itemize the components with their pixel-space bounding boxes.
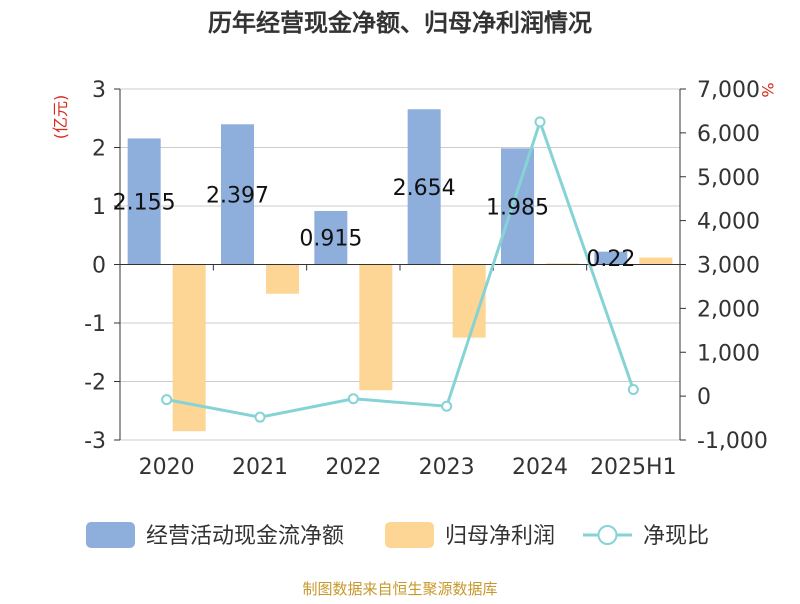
ratio-point xyxy=(254,411,266,423)
net-profit-bar xyxy=(266,264,299,294)
cash-flow-data-label: 0.22 xyxy=(586,247,635,272)
data-labels: 2.155 2.397 0.915 2.654 1.985 0.22 xyxy=(113,176,636,272)
left-tick-label: 0 xyxy=(92,254,106,279)
right-tick-label: 1,000 xyxy=(697,341,760,366)
cash-flow-bar xyxy=(407,109,441,265)
net-profit-bar xyxy=(546,263,579,265)
cash-flow-data-label: 2.155 xyxy=(113,190,176,215)
ratio-point xyxy=(441,400,453,412)
ratio-point xyxy=(161,394,173,406)
right-tick-label: 3,000 xyxy=(697,254,760,279)
bars xyxy=(127,109,673,432)
net-profit-bar xyxy=(359,264,393,391)
chart-title: 历年经营现金净额、归母净利润情况 xyxy=(208,9,592,37)
left-axis-unit: (亿元) xyxy=(51,95,70,140)
right-axis-unit: % xyxy=(758,82,777,97)
category-label: 2024 xyxy=(512,455,568,480)
right-tick-label: 5,000 xyxy=(697,166,760,191)
left-tick-label: -1 xyxy=(84,312,106,337)
category-label: 2023 xyxy=(419,455,475,480)
cash-flow-bar xyxy=(127,138,161,265)
category-label: 2021 xyxy=(232,455,288,480)
category-label: 2025H1 xyxy=(590,455,677,480)
cash-flow-data-label: 2.654 xyxy=(393,176,456,201)
ratio-point xyxy=(534,116,546,128)
cash-flow-data-label: 2.397 xyxy=(206,183,269,208)
left-tick-label: 3 xyxy=(92,78,106,103)
legend-marker-ratio xyxy=(597,525,618,545)
left-tick-label: 1 xyxy=(92,195,106,220)
legend-label-ratio: 净现比 xyxy=(643,524,709,549)
net-profit-bar xyxy=(639,257,673,265)
left-tick-label: -3 xyxy=(84,429,106,454)
cash-flow-bar xyxy=(594,251,628,265)
right-tick-label: 7,000 xyxy=(697,78,760,103)
left-tick-label: -2 xyxy=(84,371,106,396)
category-label: 2022 xyxy=(325,455,381,480)
left-tick-label: 2 xyxy=(92,137,106,162)
ratio-line xyxy=(161,116,639,423)
cash-flow-data-label: 1.985 xyxy=(486,195,549,220)
legend-swatch-net-profit xyxy=(385,522,434,548)
cash-flow-bar xyxy=(314,210,348,265)
axes xyxy=(114,88,686,441)
right-tick-label: 4,000 xyxy=(697,210,760,235)
right-tick-label: 6,000 xyxy=(697,122,760,147)
tick-labels: 3 2 1 0 -1 -2 -3 7,000 6,000 5,000 4,000 3,000 2,000… xyxy=(84,78,768,480)
right-tick-label: 0 xyxy=(697,385,711,410)
legend-label-cash-flow: 经营活动现金流净额 xyxy=(146,524,344,549)
source-note: 制图数据来自恒生聚源数据库 xyxy=(302,580,497,598)
cash-flow-bar xyxy=(501,148,534,265)
legend: 经营活动现金流净额 归母净利润 净现比 xyxy=(86,522,709,549)
legend-swatch-cash-flow xyxy=(86,522,135,548)
ratio-point xyxy=(347,393,359,405)
ratio-line-path xyxy=(166,117,635,419)
right-tick-label: -1,000 xyxy=(697,429,768,454)
ratio-point xyxy=(627,384,639,396)
legend-label-net-profit: 归母净利润 xyxy=(445,524,555,549)
cash-flow-bar xyxy=(221,124,254,265)
category-label: 2020 xyxy=(139,455,195,480)
cash-flow-data-label: 0.915 xyxy=(299,227,362,252)
right-tick-label: 2,000 xyxy=(697,297,760,322)
